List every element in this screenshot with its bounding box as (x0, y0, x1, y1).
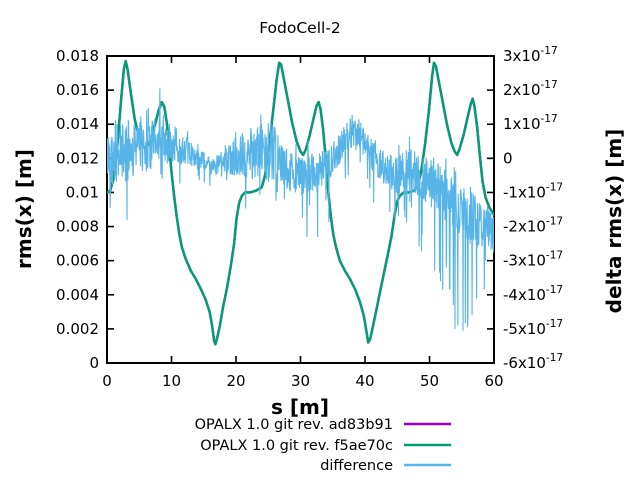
legend-label-difference: difference (320, 458, 393, 474)
x-tick-label: 40 (355, 372, 374, 390)
legend: OPALX 1.0 git rev. ad83b91 OPALX 1.0 git… (195, 417, 451, 474)
plot-curves (107, 59, 494, 346)
y2-tick-label: 2x10-17 (503, 79, 558, 99)
y-tick-label: 0 (89, 354, 99, 372)
x-tick-label: 50 (420, 372, 439, 390)
y-tick-label: 0.016 (56, 81, 99, 99)
x-axis-label: s [m] (271, 395, 329, 419)
x-tick-label: 30 (291, 372, 310, 390)
y-tick-label: 0.018 (56, 47, 99, 65)
x-tick-label: 20 (226, 372, 245, 390)
legend-entry-difference: difference (320, 458, 451, 474)
series-f5ae70c-line (107, 59, 494, 346)
legend-label-f5ae70c: OPALX 1.0 git rev. f5ae70c (200, 438, 393, 454)
y-tick-label: 0.002 (56, 320, 99, 338)
x-tick-label: 0 (102, 372, 112, 390)
y2-tick-label: 1x10-17 (503, 113, 558, 133)
chart-title: FodoCell-2 (259, 19, 341, 37)
legend-entry-f5ae70c: OPALX 1.0 git rev. f5ae70c (200, 438, 451, 454)
y2-tick-label: 0 (503, 149, 513, 167)
y2-tick-label: -2x10-17 (503, 216, 563, 236)
y-tick-label: 0.012 (56, 149, 99, 167)
legend-entry-ad83b91: OPALX 1.0 git rev. ad83b91 (195, 417, 451, 433)
y2-tick-label: -6x10-17 (503, 352, 563, 372)
series-ad83b91-line (107, 59, 494, 346)
x-tick-label: 60 (484, 372, 503, 390)
y-tick-label: 0.004 (56, 286, 99, 304)
y-tick-label: 0.006 (56, 252, 99, 270)
y-tick-label: 0.01 (66, 183, 99, 201)
y-tick-label: 0.008 (56, 218, 99, 236)
y2-tick-label: -1x10-17 (503, 181, 563, 201)
x-tick-label: 10 (162, 372, 181, 390)
legend-label-ad83b91: OPALX 1.0 git rev. ad83b91 (195, 417, 393, 433)
y2-tick-label: -3x10-17 (503, 250, 563, 270)
plot-axes: 0 10 20 30 40 50 60 0 0.002 0.004 0.006 0.008 0.01 0.… (56, 45, 563, 390)
left-y-axis-label: rms(x) [m] (12, 149, 36, 269)
y2-tick-label: -5x10-17 (503, 318, 563, 338)
y2-tick-label: -4x10-17 (503, 284, 563, 304)
series-difference-line (107, 88, 494, 331)
plot-border (106, 55, 495, 364)
right-y-axis-label: delta rms(x) [m] (602, 129, 626, 314)
y2-tick-label: 3x10-17 (503, 45, 558, 65)
y-tick-label: 0.014 (56, 115, 99, 133)
